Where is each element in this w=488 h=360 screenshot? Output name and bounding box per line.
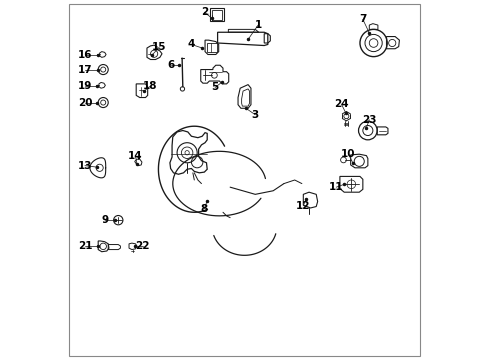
Bar: [210, 8, 224, 22]
Text: 11: 11: [328, 182, 343, 192]
Text: 2: 2: [200, 7, 207, 17]
Text: 9: 9: [101, 215, 108, 225]
Text: 22: 22: [135, 241, 150, 251]
Text: 19: 19: [78, 81, 92, 91]
Bar: [212, 10, 222, 20]
Text: 24: 24: [333, 99, 348, 109]
Text: 20: 20: [78, 98, 92, 108]
Text: 10: 10: [341, 149, 355, 159]
Text: 4: 4: [187, 40, 195, 49]
Text: 7: 7: [358, 14, 366, 24]
Text: 14: 14: [128, 150, 142, 161]
Text: 3: 3: [251, 110, 258, 120]
Text: 5: 5: [211, 82, 218, 93]
Text: 23: 23: [361, 115, 376, 125]
Bar: [207, 43, 216, 52]
Text: 16: 16: [78, 50, 92, 60]
Text: 15: 15: [152, 42, 166, 52]
Text: 18: 18: [143, 81, 158, 91]
Text: 13: 13: [78, 161, 92, 171]
Text: 8: 8: [200, 204, 207, 214]
Text: 17: 17: [78, 64, 92, 75]
Text: 12: 12: [295, 201, 310, 211]
Text: 6: 6: [167, 60, 175, 70]
Text: 21: 21: [78, 241, 92, 251]
Text: 1: 1: [254, 20, 261, 30]
